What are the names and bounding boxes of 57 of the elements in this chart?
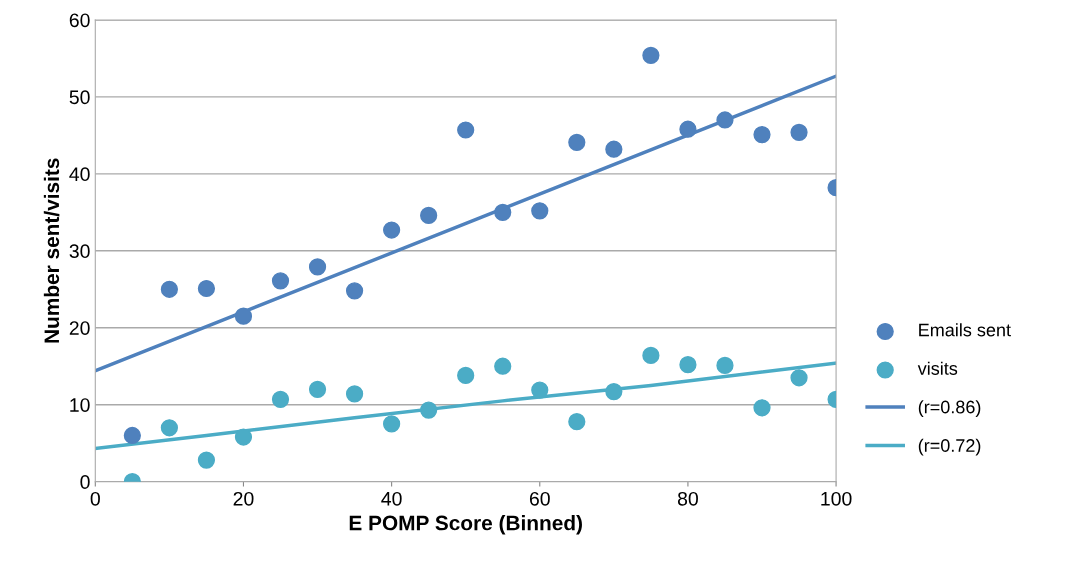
legend-label: Emails sent <box>919 323 1011 337</box>
point <box>197 451 216 469</box>
point <box>605 383 623 401</box>
x-tick-label: 0 <box>90 491 100 506</box>
point <box>123 426 141 445</box>
x-tick-label: 80 <box>677 491 698 506</box>
point <box>531 381 549 399</box>
point <box>382 221 401 239</box>
y-tick-label: 10 <box>70 398 90 412</box>
legend-label: (r=0.86) <box>918 400 981 417</box>
y-tick-label: 30 <box>69 244 90 259</box>
point <box>642 46 660 64</box>
point <box>679 120 697 138</box>
point <box>716 356 734 375</box>
point <box>197 279 216 298</box>
point <box>753 399 771 417</box>
point <box>271 272 290 290</box>
point <box>716 111 734 129</box>
point <box>345 385 364 403</box>
point <box>494 203 512 221</box>
x-tick-label: 100 <box>821 491 852 506</box>
point <box>790 369 808 387</box>
line-series <box>95 361 837 451</box>
y-tick-label: 50 <box>69 90 90 105</box>
point <box>160 280 178 298</box>
point <box>308 380 327 398</box>
y-tick-label: 20 <box>69 321 90 335</box>
point <box>160 419 178 437</box>
y-tick-label: 40 <box>69 167 90 182</box>
point <box>271 390 290 408</box>
x-tick-label: 20 <box>233 491 254 506</box>
point <box>420 206 438 225</box>
y-axis-title: Number sent/visits <box>43 158 60 343</box>
point <box>605 140 623 158</box>
point <box>234 307 253 325</box>
legend-label: (r=0.72) <box>918 438 981 456</box>
point <box>457 121 475 139</box>
point <box>420 401 438 419</box>
point <box>679 356 697 374</box>
point <box>568 133 586 151</box>
point <box>494 357 512 375</box>
point <box>308 258 327 276</box>
x-tick-label: 40 <box>381 491 402 506</box>
point <box>457 366 475 385</box>
y-tick-label: 0 <box>80 475 90 489</box>
point <box>531 202 549 220</box>
y-tick-label: 60 <box>69 13 90 28</box>
point <box>790 123 808 141</box>
legend-label: visits <box>917 361 958 375</box>
point <box>382 415 401 433</box>
x-axis-title: E POMP Score (Binned) <box>349 515 582 535</box>
x-tick-label: 60 <box>529 491 550 506</box>
point <box>753 125 771 144</box>
point <box>345 282 364 300</box>
point <box>642 346 660 365</box>
point <box>234 428 253 446</box>
point <box>568 413 586 431</box>
